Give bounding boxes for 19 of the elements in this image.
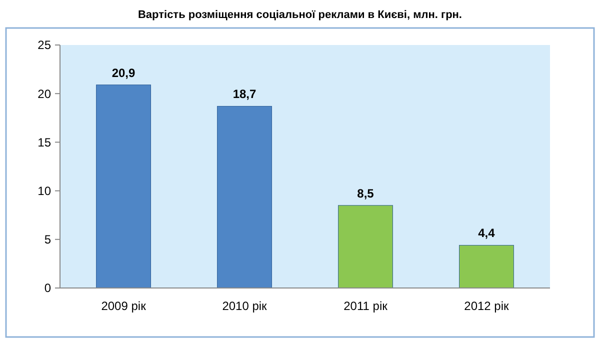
data-label: 4,4 [478, 226, 496, 240]
bar [96, 84, 151, 288]
y-tick-label: 25 [38, 38, 52, 52]
data-label: 18,7 [232, 87, 257, 102]
data-label: 20,9 [112, 66, 136, 80]
x-tick-label: 2011 рік [344, 299, 388, 313]
y-tick-label: 15 [38, 135, 52, 150]
chart-title: Вартість розміщення соціальної реклами в Києві, млн. грн. [138, 9, 462, 21]
bar [338, 205, 393, 288]
x-tick-label: 2012 рік [464, 299, 510, 313]
bar [459, 244, 514, 288]
bar [217, 106, 272, 288]
y-tick-label: 20 [38, 86, 52, 101]
y-tick-label: 10 [38, 184, 52, 198]
x-tick-label: 2010 рік [222, 299, 268, 313]
data-label: 8,5 [357, 186, 374, 200]
y-tick-label: 0 [44, 281, 52, 296]
y-tick-label: 5 [44, 232, 52, 247]
x-tick-label: 2009 рік [101, 299, 147, 313]
